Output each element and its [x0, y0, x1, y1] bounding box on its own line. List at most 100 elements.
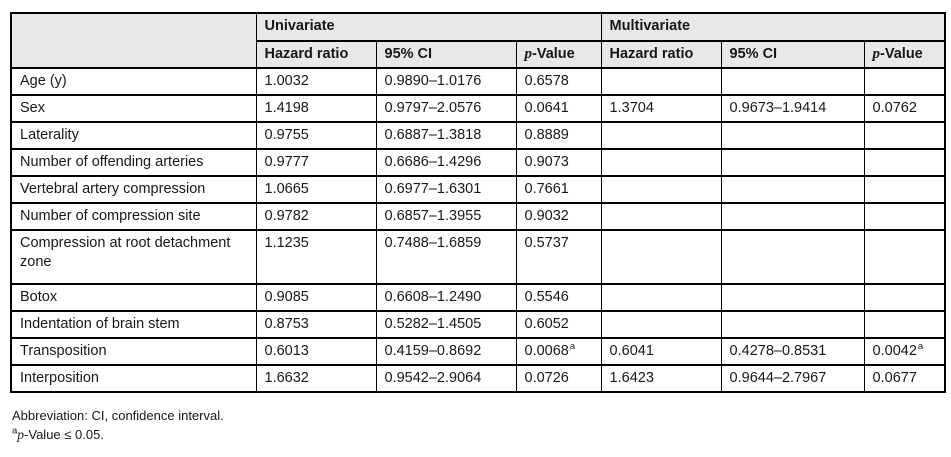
multi-pvalue-cell: [863, 175, 946, 204]
multi-hazard-ratio-cell: [600, 310, 722, 339]
multi-ci-cell: [720, 202, 865, 231]
significance-note-text: -Value ≤ 0.05.: [24, 427, 104, 442]
uni-ci-cell: 0.9797–2.0576: [375, 94, 517, 123]
uni-ci-cell: 0.6608–1.2490: [375, 283, 517, 312]
row-label: Transposition: [10, 337, 257, 366]
uni-pvalue-cell: 0.9073: [515, 148, 602, 177]
group-header-multivariate: Multivariate: [600, 12, 946, 42]
multi-hazard-ratio-cell: [600, 202, 722, 231]
uni-hazard-ratio-cell: 1.1235: [255, 229, 377, 285]
abbreviation-note: Abbreviation: CI, confidence interval.: [12, 408, 224, 423]
uni-hazard-ratio-cell: 1.6632: [255, 364, 377, 393]
row-label: Vertebral artery compression: [10, 175, 257, 204]
col-header-multi-hazard-ratio: Hazard ratio: [600, 40, 722, 69]
uni-pvalue-cell: 0.5737: [515, 229, 602, 285]
table-row-vertebral-artery-compression: Vertebral artery compression 1.0665 0.69…: [10, 175, 946, 204]
uni-pvalue-cell: 0.9032: [515, 202, 602, 231]
multi-hazard-ratio-cell: [600, 148, 722, 177]
multi-hazard-ratio-cell: [600, 67, 722, 96]
multi-pvalue-cell: [863, 310, 946, 339]
multi-ci-cell: [720, 67, 865, 96]
multi-ci-cell: [720, 283, 865, 312]
col-header-uni-hazard-ratio: Hazard ratio: [255, 40, 377, 69]
row-label: Age (y): [10, 67, 257, 96]
p-italic: p: [524, 46, 533, 62]
multi-pvalue-cell: 0.0042a: [863, 337, 946, 366]
p-rest: -Value: [532, 46, 575, 62]
table-row-botox: Botox 0.9085 0.6608–1.2490 0.5546: [10, 283, 946, 312]
multi-ci-cell: 0.9644–2.7967: [720, 364, 865, 393]
uni-ci-cell: 0.9542–2.9064: [375, 364, 517, 393]
row-label: Interposition: [10, 364, 257, 393]
multi-hazard-ratio-cell: 1.3704: [600, 94, 722, 123]
row-label: Number of compression site: [10, 202, 257, 231]
uni-hazard-ratio-cell: 0.9782: [255, 202, 377, 231]
row-label: Laterality: [10, 121, 257, 150]
multi-ci-cell: [720, 148, 865, 177]
uni-ci-cell: 0.5282–1.4505: [375, 310, 517, 339]
multi-pvalue-cell: 0.0762: [863, 94, 946, 123]
multi-pvalue-cell: [863, 121, 946, 150]
col-header-uni-ci: 95% CI: [375, 40, 517, 69]
uni-ci-cell: 0.7488–1.6859: [375, 229, 517, 285]
multi-ci-cell: 0.9673–1.9414: [720, 94, 865, 123]
uni-pvalue-cell: 0.6578: [515, 67, 602, 96]
p-italic: p: [872, 46, 881, 62]
multi-ci-cell: [720, 175, 865, 204]
table-row-interposition: Interposition 1.6632 0.9542–2.9064 0.072…: [10, 364, 946, 393]
significance-marker: a: [12, 425, 18, 437]
table-row-root-detachment-zone: Compression at root detachment zone 1.12…: [10, 229, 946, 285]
multi-ci-cell: [720, 310, 865, 339]
pvalue-text: 0.0042: [872, 343, 917, 359]
multi-ci-cell: 0.4278–0.8531: [720, 337, 865, 366]
row-label: Compression at root detachment zone: [10, 229, 257, 285]
table-row-transposition: Transposition 0.6013 0.4159–0.8692 0.006…: [10, 337, 946, 366]
significance-marker: a: [569, 341, 576, 353]
table-row-sex: Sex 1.4198 0.9797–2.0576 0.0641 1.3704 0…: [10, 94, 946, 123]
uni-ci-cell: 0.6977–1.6301: [375, 175, 517, 204]
multi-ci-cell: [720, 121, 865, 150]
multi-hazard-ratio-cell: [600, 229, 722, 285]
page-container: Univariate Multivariate Hazard ratio 95%…: [10, 12, 947, 444]
row-label: Indentation of brain stem: [10, 310, 257, 339]
uni-pvalue-cell: 0.7661: [515, 175, 602, 204]
uni-ci-cell: 0.4159–0.8692: [375, 337, 517, 366]
table-row-age: Age (y) 1.0032 0.9890–1.0176 0.6578: [10, 67, 946, 96]
uni-ci-cell: 0.6686–1.4296: [375, 148, 517, 177]
uni-hazard-ratio-cell: 1.4198: [255, 94, 377, 123]
col-header-uni-pvalue: p-Value: [515, 40, 602, 69]
multi-pvalue-cell: [863, 148, 946, 177]
multi-pvalue-cell: [863, 202, 946, 231]
uni-pvalue-cell: 0.6052: [515, 310, 602, 339]
p-rest: -Value: [880, 46, 923, 62]
multi-hazard-ratio-cell: 0.6041: [600, 337, 722, 366]
multi-hazard-ratio-cell: [600, 121, 722, 150]
uni-hazard-ratio-cell: 1.0032: [255, 67, 377, 96]
row-label: Number of offending arteries: [10, 148, 257, 177]
multi-hazard-ratio-cell: 1.6423: [600, 364, 722, 393]
regression-results-table: Univariate Multivariate Hazard ratio 95%…: [10, 12, 947, 393]
multi-pvalue-cell: [863, 229, 946, 285]
uni-pvalue-cell: 0.8889: [515, 121, 602, 150]
table-row-compression-site: Number of compression site 0.9782 0.6857…: [10, 202, 946, 231]
multi-hazard-ratio-cell: [600, 283, 722, 312]
table-row-offending-arteries: Number of offending arteries 0.9777 0.66…: [10, 148, 946, 177]
uni-ci-cell: 0.6887–1.3818: [375, 121, 517, 150]
table-footnotes: Abbreviation: CI, confidence interval. a…: [12, 406, 944, 444]
uni-pvalue-cell: 0.0726: [515, 364, 602, 393]
uni-hazard-ratio-cell: 0.9777: [255, 148, 377, 177]
uni-ci-cell: 0.6857–1.3955: [375, 202, 517, 231]
uni-hazard-ratio-cell: 0.9755: [255, 121, 377, 150]
pvalue-text: 0.0068: [524, 343, 569, 359]
group-header-row: Univariate Multivariate: [10, 12, 946, 69]
uni-hazard-ratio-cell: 0.6013: [255, 337, 377, 366]
uni-pvalue-cell: 0.0641: [515, 94, 602, 123]
group-header-univariate: Univariate: [255, 12, 602, 42]
table-row-brain-stem-indentation: Indentation of brain stem 0.8753 0.5282–…: [10, 310, 946, 339]
uni-pvalue-cell: 0.5546: [515, 283, 602, 312]
table-row-laterality: Laterality 0.9755 0.6887–1.3818 0.8889: [10, 121, 946, 150]
significance-marker: a: [917, 341, 924, 353]
uni-pvalue-cell: 0.0068a: [515, 337, 602, 366]
multi-pvalue-cell: [863, 283, 946, 312]
row-label-header-cell: [10, 12, 257, 69]
